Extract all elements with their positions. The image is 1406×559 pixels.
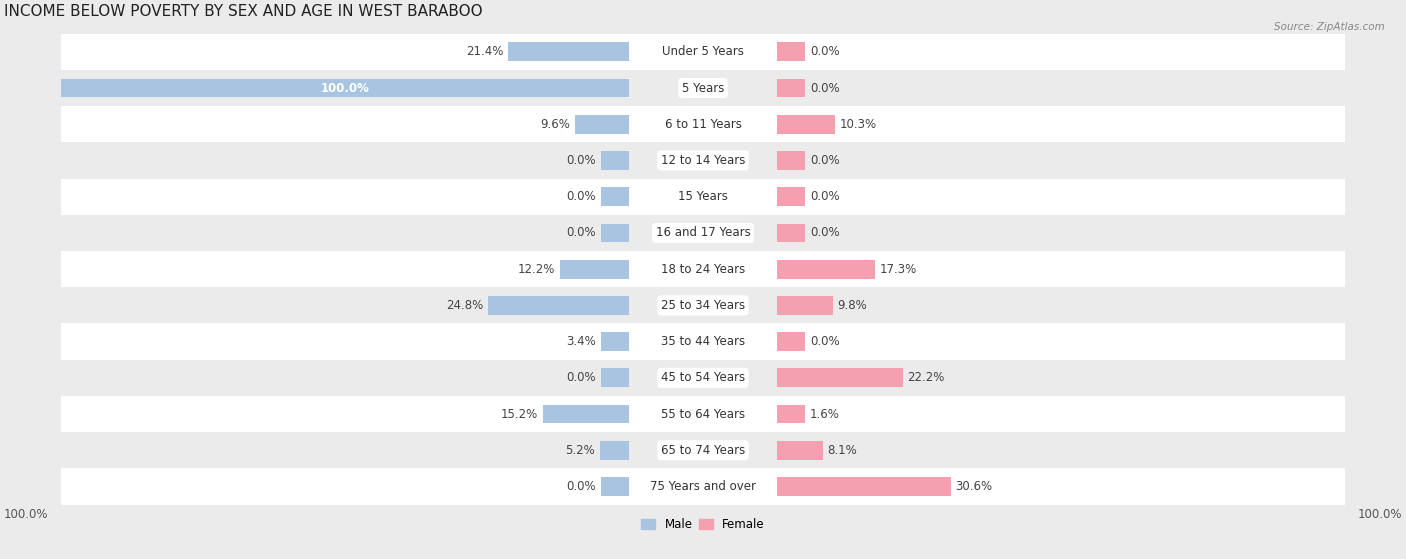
Bar — [600, 224, 628, 243]
Text: 12 to 14 Years: 12 to 14 Years — [661, 154, 745, 167]
Bar — [600, 151, 628, 170]
Bar — [60, 143, 1346, 178]
Text: 21.4%: 21.4% — [465, 45, 503, 58]
Bar — [60, 106, 1346, 143]
Text: 45 to 54 Years: 45 to 54 Years — [661, 371, 745, 385]
Text: 15 Years: 15 Years — [678, 190, 728, 203]
Text: 0.0%: 0.0% — [810, 335, 839, 348]
Text: 55 to 64 Years: 55 to 64 Years — [661, 408, 745, 420]
Text: 0.0%: 0.0% — [567, 190, 596, 203]
Bar — [778, 151, 806, 170]
Bar — [60, 396, 1346, 432]
Text: 3.4%: 3.4% — [567, 335, 596, 348]
Bar — [778, 42, 806, 61]
Text: 15.2%: 15.2% — [501, 408, 538, 420]
Bar — [60, 324, 1346, 360]
Bar — [60, 360, 1346, 396]
Bar — [60, 70, 1346, 106]
Text: 5.2%: 5.2% — [565, 444, 595, 457]
Text: 0.0%: 0.0% — [567, 154, 596, 167]
Text: 8.1%: 8.1% — [827, 444, 858, 457]
Text: 75 Years and over: 75 Years and over — [650, 480, 756, 493]
Bar — [60, 34, 1346, 70]
Text: 18 to 24 Years: 18 to 24 Years — [661, 263, 745, 276]
Text: 25 to 34 Years: 25 to 34 Years — [661, 299, 745, 312]
Bar — [778, 79, 806, 97]
Text: 10.3%: 10.3% — [839, 118, 877, 131]
Text: 0.0%: 0.0% — [810, 82, 839, 94]
Text: 5 Years: 5 Years — [682, 82, 724, 94]
Text: Source: ZipAtlas.com: Source: ZipAtlas.com — [1274, 22, 1385, 32]
Text: 1.6%: 1.6% — [810, 408, 839, 420]
Bar — [560, 260, 628, 278]
Text: 0.0%: 0.0% — [567, 371, 596, 385]
Legend: Male, Female: Male, Female — [637, 513, 769, 536]
Bar — [600, 477, 628, 496]
Text: 9.8%: 9.8% — [837, 299, 868, 312]
Bar — [778, 187, 806, 206]
Bar — [508, 42, 628, 61]
Text: 65 to 74 Years: 65 to 74 Years — [661, 444, 745, 457]
Text: 0.0%: 0.0% — [810, 45, 839, 58]
Bar — [60, 432, 1346, 468]
Bar — [60, 215, 1346, 251]
Bar — [778, 405, 806, 424]
Text: 9.6%: 9.6% — [540, 118, 569, 131]
Bar — [575, 115, 628, 134]
Bar — [778, 260, 875, 278]
Bar — [60, 251, 1346, 287]
Text: INCOME BELOW POVERTY BY SEX AND AGE IN WEST BARABOO: INCOME BELOW POVERTY BY SEX AND AGE IN W… — [4, 4, 482, 19]
Text: 100.0%: 100.0% — [1357, 508, 1402, 521]
Text: Under 5 Years: Under 5 Years — [662, 45, 744, 58]
Text: 12.2%: 12.2% — [517, 263, 555, 276]
Text: 6 to 11 Years: 6 to 11 Years — [665, 118, 741, 131]
Bar — [600, 187, 628, 206]
Text: 30.6%: 30.6% — [955, 480, 993, 493]
Text: 22.2%: 22.2% — [907, 371, 945, 385]
Text: 0.0%: 0.0% — [810, 226, 839, 239]
Bar — [599, 441, 628, 459]
Bar — [600, 332, 628, 351]
Text: 0.0%: 0.0% — [810, 190, 839, 203]
Bar — [778, 332, 806, 351]
Bar — [600, 368, 628, 387]
Bar — [778, 224, 806, 243]
Bar — [778, 368, 903, 387]
Text: 35 to 44 Years: 35 to 44 Years — [661, 335, 745, 348]
Bar — [778, 115, 835, 134]
Text: 24.8%: 24.8% — [447, 299, 484, 312]
Bar — [488, 296, 628, 315]
Bar — [778, 441, 823, 459]
Bar — [60, 79, 628, 97]
Bar — [60, 287, 1346, 324]
Text: 0.0%: 0.0% — [567, 226, 596, 239]
Bar — [778, 296, 832, 315]
Text: 16 and 17 Years: 16 and 17 Years — [655, 226, 751, 239]
Bar — [778, 477, 950, 496]
Text: 0.0%: 0.0% — [567, 480, 596, 493]
Text: 0.0%: 0.0% — [810, 154, 839, 167]
Bar — [60, 468, 1346, 505]
Text: 100.0%: 100.0% — [4, 508, 49, 521]
Text: 100.0%: 100.0% — [321, 82, 370, 94]
Bar — [60, 178, 1346, 215]
Text: 17.3%: 17.3% — [880, 263, 917, 276]
Bar — [543, 405, 628, 424]
